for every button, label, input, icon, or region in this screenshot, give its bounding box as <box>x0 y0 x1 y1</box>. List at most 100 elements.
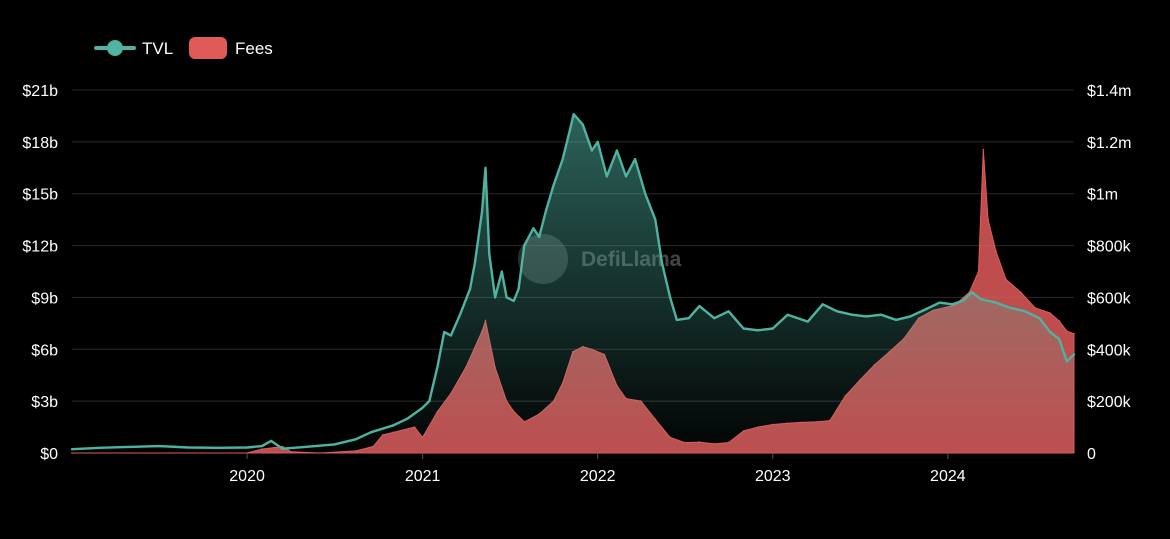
left-tick-label-5: $15b <box>22 187 58 204</box>
right-tick-label-7: $1.4m <box>1087 83 1131 100</box>
tvl-point-55 <box>727 310 730 313</box>
left-tick-label-4: $12b <box>22 239 58 256</box>
tvl-point-46 <box>634 158 637 161</box>
right-tick-label-3: $600k <box>1087 290 1132 307</box>
tvl-point-76 <box>1024 310 1027 313</box>
legend-item-fees[interactable]: Fees <box>189 37 273 59</box>
tvl-point-71 <box>961 299 964 302</box>
left-tick-label-7: $21b <box>22 83 58 100</box>
fees-point-53 <box>977 270 980 273</box>
tvl-point-25 <box>484 166 487 169</box>
fees-point-55 <box>987 218 989 221</box>
tvl-gradient-fill <box>72 114 1074 453</box>
tvl-point-50 <box>669 296 672 299</box>
tvl-point-16 <box>421 407 424 410</box>
tvl-point-57 <box>756 329 759 332</box>
tvl-point-45 <box>625 175 627 178</box>
tvl-point-29 <box>505 296 508 299</box>
tvl-point-41 <box>590 149 593 152</box>
right-tick-label-5: $1m <box>1087 187 1118 204</box>
tvl-point-3 <box>157 445 160 448</box>
tvl-point-31 <box>517 287 520 290</box>
tvl-point-11 <box>333 443 336 446</box>
fees-point-62 <box>1066 330 1068 332</box>
legend-item-tvl[interactable]: TVL <box>94 39 173 58</box>
tvl-line <box>70 113 1076 451</box>
tvl-point-22 <box>469 287 472 290</box>
legend-tvl-label: TVL <box>142 39 173 58</box>
tvl-point-38 <box>569 127 572 129</box>
right-tick-label-1: $200k <box>1087 394 1132 411</box>
tvl-point-59 <box>786 313 789 316</box>
tvl-point-56 <box>742 327 745 330</box>
tvl-point-81 <box>1073 353 1075 356</box>
tvl-point-27 <box>494 296 497 299</box>
tvl-point-49 <box>661 261 663 264</box>
left-tick-label-2: $6b <box>31 342 58 359</box>
tvl-point-70 <box>951 303 954 306</box>
tvl-point-51 <box>675 318 678 321</box>
tvl-point-74 <box>994 301 997 304</box>
tvl-point-39 <box>572 113 575 116</box>
tvl-point-54 <box>713 317 716 320</box>
tvl-point-26 <box>488 253 491 256</box>
legend-fees-box-icon <box>189 37 227 59</box>
tvl-point-53 <box>698 305 701 308</box>
left-tick-label-1: $3b <box>31 394 58 411</box>
tvl-point-63 <box>850 313 853 316</box>
tvl-point-7 <box>260 445 263 448</box>
tvl-point-9 <box>281 447 284 450</box>
right-axis: 0 $200k $400k $600k $800k $1m $1.2m $1.4m <box>1087 83 1132 463</box>
tvl-point-37 <box>561 158 564 161</box>
tvl-point-18 <box>436 365 439 368</box>
tvl-point-33 <box>532 227 535 230</box>
tvl-point-34 <box>538 235 541 238</box>
tvl-point-77 <box>1038 317 1041 320</box>
x-tick-label-1: 2021 <box>405 468 441 485</box>
tvl-point-10 <box>304 445 307 448</box>
x-tick-label-3: 2023 <box>755 468 791 485</box>
x-axis: 2020 2021 2022 2023 2024 <box>229 453 966 485</box>
tvl-point-28 <box>500 270 503 273</box>
x-tick-label-0: 2020 <box>229 468 265 485</box>
tvl-point-4 <box>187 446 190 449</box>
right-tick-label-0: 0 <box>1087 446 1096 463</box>
tvl-point-66 <box>895 318 897 321</box>
tvl-point-65 <box>880 313 883 316</box>
tvl-point-48 <box>654 218 657 221</box>
tvl-point-5 <box>216 446 219 449</box>
tvl-point-35 <box>544 210 547 212</box>
tvl-point-75 <box>1009 306 1012 309</box>
tvl-point-78 <box>1049 331 1051 333</box>
tvl-point-0 <box>71 448 73 451</box>
tvl-point-52 <box>687 317 690 320</box>
x-tick-label-2: 2022 <box>580 468 616 485</box>
x-tick-label-4: 2024 <box>930 468 966 485</box>
fees-point-56 <box>995 250 997 252</box>
tvl-point-43 <box>605 175 608 178</box>
tvl-point-36 <box>552 184 555 187</box>
left-tick-label-3: $9b <box>31 290 58 307</box>
tvl-point-64 <box>865 315 868 318</box>
tvl-point-58 <box>771 327 774 330</box>
tvl-point-60 <box>806 320 809 323</box>
tvl-point-1 <box>99 446 102 449</box>
right-tick-label-4: $800k <box>1087 239 1132 256</box>
fees-point-61 <box>1058 320 1060 322</box>
tvl-point-2 <box>128 445 131 448</box>
tvl-point-24 <box>481 210 484 212</box>
left-tick-label-0: $0 <box>40 446 58 463</box>
tvl-point-80 <box>1065 360 1068 363</box>
tvl-series <box>70 113 1076 453</box>
tvl-point-67 <box>909 315 912 318</box>
tvl-point-69 <box>938 301 941 304</box>
tvl-point-40 <box>581 123 584 126</box>
tvl-point-23 <box>473 261 476 264</box>
legend-tvl-dot-icon <box>107 40 123 56</box>
tvl-point-32 <box>523 244 526 247</box>
tvl-point-19 <box>443 331 446 333</box>
fees-point-54 <box>982 148 985 151</box>
legend-fees-label: Fees <box>235 39 273 58</box>
